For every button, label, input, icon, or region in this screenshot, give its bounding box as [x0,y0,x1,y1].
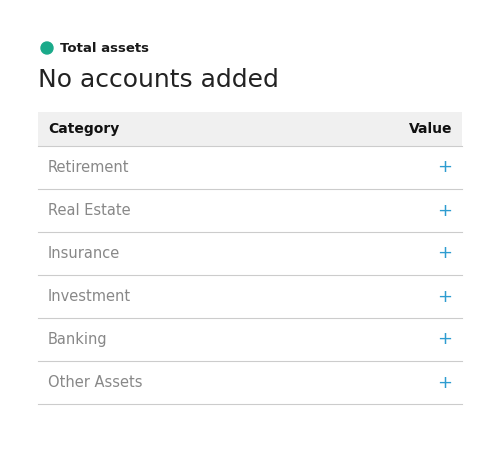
Text: Banking: Banking [48,332,108,347]
Text: +: + [437,202,452,219]
Text: Value: Value [409,122,452,136]
Text: +: + [437,158,452,176]
Text: Investment: Investment [48,289,131,304]
Text: +: + [437,374,452,392]
Text: +: + [437,288,452,305]
Text: +: + [437,245,452,262]
Text: Other Assets: Other Assets [48,375,142,390]
Text: No accounts added: No accounts added [38,68,279,92]
Text: Total assets: Total assets [60,42,149,55]
FancyBboxPatch shape [38,112,462,146]
Text: Category: Category [48,122,119,136]
Text: Real Estate: Real Estate [48,203,130,218]
Text: Insurance: Insurance [48,246,120,261]
Text: +: + [437,331,452,349]
Circle shape [41,42,53,54]
Text: Retirement: Retirement [48,160,129,175]
